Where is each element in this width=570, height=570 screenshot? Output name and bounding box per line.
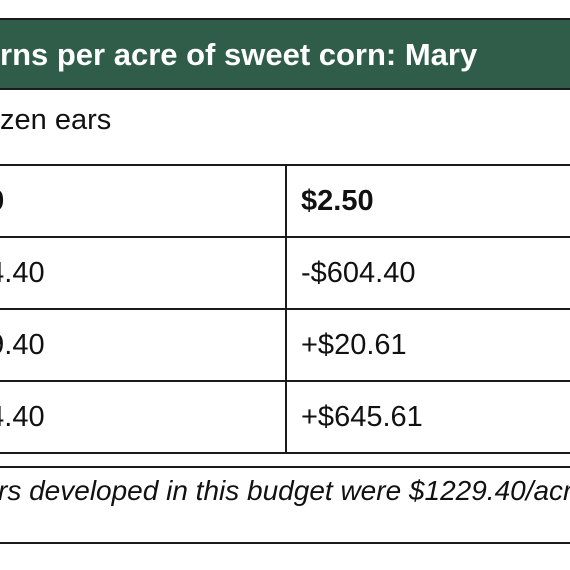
returns-table: 50 $2.50 54.40 -$604.40 79.40 +$20.61 04… [0,164,570,454]
footnote: rs developed in this budget were $1229.4… [0,466,570,544]
table-title: rns per acre of sweet corn: Mary [0,37,478,72]
column-header: $2.50 [285,164,570,238]
unit-label: zen ears [0,104,112,136]
table-cell: +$645.61 [285,380,570,454]
column-header: 50 [0,164,287,238]
table-cell: 54.40 [0,236,287,310]
footnote-text: rs developed in this budget were $1229.4… [0,475,570,506]
table-row: 54.40 -$604.40 [0,236,570,310]
table-title-bar: rns per acre of sweet corn: Mary [0,18,570,90]
table-cell: 04.40 [0,380,287,454]
table-cell: 79.40 [0,308,287,382]
table-cell: -$604.40 [285,236,570,310]
table-row: 04.40 +$645.61 [0,380,570,454]
table-cell: +$20.61 [285,308,570,382]
table-header-row: 50 $2.50 [0,164,570,238]
table-row: 79.40 +$20.61 [0,308,570,382]
